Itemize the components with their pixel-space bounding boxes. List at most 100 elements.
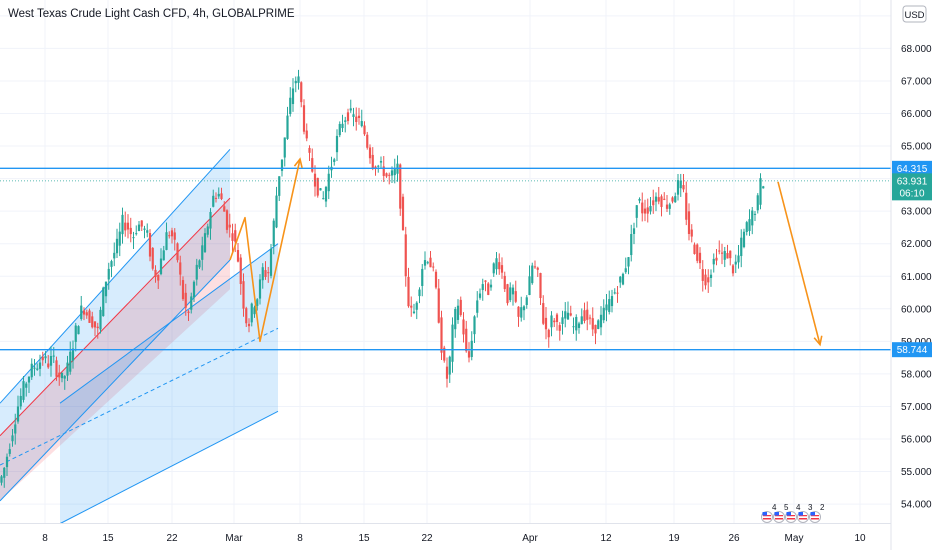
candle-body [225, 210, 229, 230]
candle-body [401, 196, 405, 231]
candle-body [654, 196, 658, 202]
badge-top-bg [892, 160, 932, 176]
candle-body [569, 313, 572, 316]
candle-body [536, 267, 539, 270]
candle-body [481, 284, 484, 291]
candle-body [366, 134, 369, 148]
candle-body [423, 260, 427, 266]
candle-body [467, 351, 471, 358]
candle-body [437, 288, 440, 323]
candle-body [27, 376, 31, 383]
candle-body [476, 300, 479, 313]
candle-body [407, 276, 410, 307]
candle-body [674, 196, 677, 203]
candle-body [22, 381, 25, 400]
candle-body [44, 356, 47, 359]
candle-body [308, 147, 311, 153]
candle-body [25, 383, 28, 388]
candle-body [671, 197, 674, 202]
candle-body [635, 205, 638, 218]
candle-body [60, 372, 64, 379]
candle-body [707, 277, 710, 283]
flag-canton [762, 512, 767, 516]
candle-body [690, 229, 693, 237]
candle-body [663, 198, 666, 200]
candle-body [184, 292, 187, 308]
flag-stripes [787, 515, 795, 520]
candle-body [181, 280, 185, 300]
event-marker[interactable]: 5 [773, 503, 790, 523]
candle-body [470, 340, 473, 357]
currency-label: USD [904, 10, 924, 21]
candle-body [454, 309, 457, 330]
candle-body [575, 316, 578, 331]
currency-badge[interactable]: USD [902, 5, 927, 23]
candle-body [151, 247, 154, 269]
candle-body [360, 121, 363, 127]
candle-body [261, 267, 264, 281]
candle-body [192, 281, 196, 298]
candle-body [613, 292, 616, 294]
badge-current-bg [892, 173, 932, 201]
x-tick-label: 22 [166, 533, 178, 544]
candle-body [550, 315, 553, 328]
flag-canton [798, 512, 803, 516]
candle-body [234, 230, 237, 242]
event-marker[interactable]: 2 [809, 503, 826, 523]
candle-body [544, 317, 548, 330]
x-tick-label: Mar [225, 533, 243, 544]
candle-body [522, 306, 526, 311]
candle-body [220, 193, 223, 200]
candle-body [121, 214, 124, 235]
candle-body [143, 228, 146, 230]
arrow-head [813, 335, 823, 347]
candle-body [368, 147, 372, 159]
candle-body [203, 233, 207, 253]
candle-body [278, 176, 281, 196]
candle-body [729, 250, 732, 259]
candle-body [500, 265, 504, 273]
candle-body [352, 114, 355, 117]
channel-lower-median [0, 327, 279, 466]
candle-body [173, 232, 176, 240]
candle-body [657, 197, 660, 202]
candle-body [448, 356, 451, 375]
candle-body [256, 299, 259, 306]
candle-body [410, 305, 413, 308]
candle-body [704, 274, 707, 286]
candle-body [5, 456, 9, 468]
candle-body [19, 395, 22, 407]
candle-body [610, 296, 614, 307]
candle-body [30, 363, 33, 378]
candle-body [668, 204, 671, 209]
candle-body [217, 193, 220, 197]
badge-bottom-label: 58.744 [897, 345, 928, 356]
event-marker[interactable]: 3 [797, 503, 814, 523]
candle-body [608, 299, 611, 312]
candle-body [187, 311, 190, 313]
candle-body [517, 306, 520, 317]
candle-body [473, 316, 476, 335]
candle-body [745, 222, 748, 233]
candle-body [687, 211, 691, 234]
candle-body [291, 88, 295, 105]
candle-body [737, 255, 740, 263]
candle-body [605, 304, 608, 311]
candle-body [734, 261, 737, 265]
candle-body [47, 363, 50, 368]
candle-body [514, 291, 517, 302]
candle-body [335, 135, 339, 153]
candle-body [214, 197, 218, 199]
candle-body [85, 312, 88, 316]
event-count: 4 [772, 503, 777, 512]
event-marker[interactable]: 4 [761, 503, 778, 523]
candle-body [462, 319, 465, 335]
y-tick-label: 66.000 [901, 109, 932, 120]
candle-body [432, 266, 435, 268]
candle-body [118, 231, 121, 246]
candle-body [157, 274, 160, 281]
event-marker[interactable]: 4 [785, 503, 802, 523]
